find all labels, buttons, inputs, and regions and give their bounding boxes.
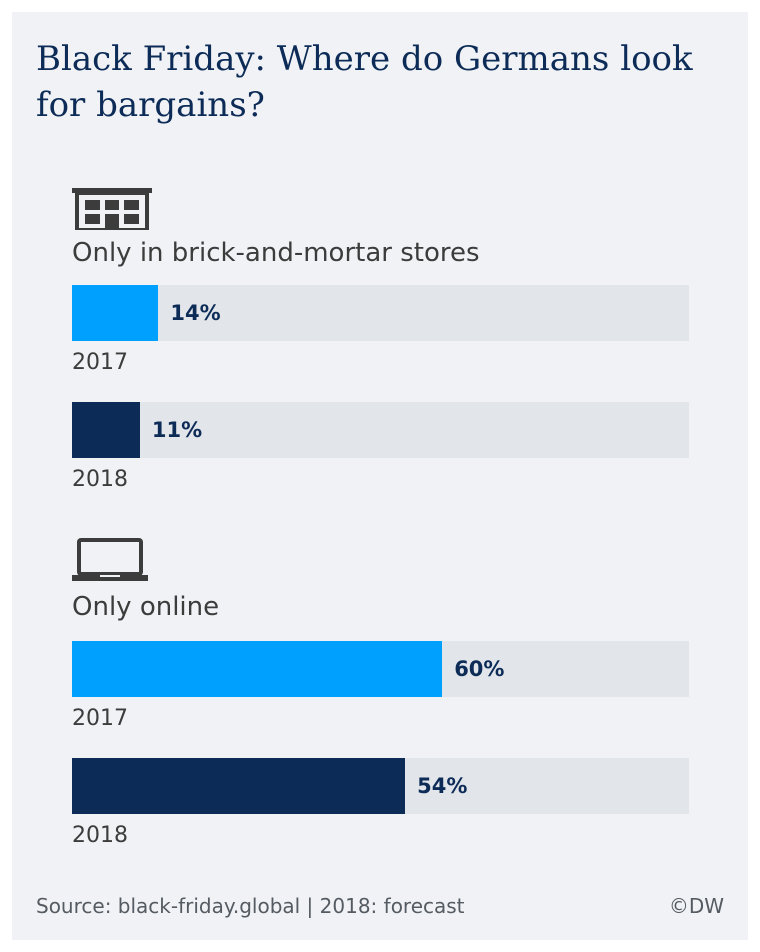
bar-value-label: 60% (454, 657, 505, 681)
chart-card: Black Friday: Where do Germans look for … (12, 12, 748, 940)
year-label: 2018 (72, 467, 128, 492)
category-label-online: Only online (72, 592, 220, 622)
bar-track: 11% (72, 402, 689, 458)
bar-value-label: 11% (151, 418, 203, 442)
year-label: 2017 (72, 350, 128, 375)
category-label-stores: Only in brick-and-mortar stores (72, 238, 480, 268)
brand-logo: ©DW (668, 894, 724, 918)
laptop-icon (72, 538, 148, 581)
bar-track: 60% (72, 641, 689, 697)
store-icon (72, 188, 152, 230)
year-label: 2017 (72, 706, 128, 731)
bar-online-2018 (72, 758, 406, 814)
bar-track: 54% (72, 758, 689, 814)
bar-value-label: 54% (417, 774, 468, 798)
source-note: Source: black-friday.global | 2018: fore… (36, 894, 465, 918)
chart-title: Black Friday: Where do Germans look for … (36, 39, 693, 125)
bar-value-label: 14% (170, 301, 221, 325)
bar-online-2017 (72, 641, 443, 697)
year-label: 2018 (72, 823, 128, 848)
bar-track: 14% (72, 285, 689, 341)
bar-stores-2017 (72, 285, 159, 341)
bar-stores-2018 (72, 402, 140, 458)
